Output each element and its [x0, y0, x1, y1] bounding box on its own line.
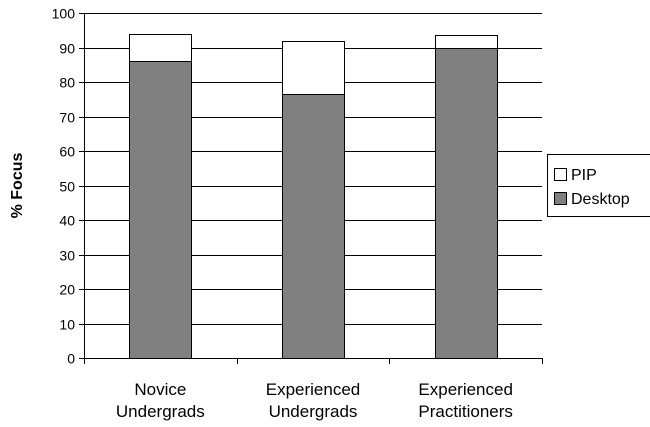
legend-label-desktop: Desktop — [571, 191, 630, 208]
x-category-label: Experienced Undergrads — [266, 380, 361, 421]
y-tick-label: 10 — [59, 317, 75, 333]
legend-swatch-desktop — [554, 192, 567, 205]
bars — [129, 34, 498, 359]
bar-desktop — [129, 61, 192, 359]
bar-desktop — [435, 48, 498, 359]
y-tick-label: 70 — [59, 110, 75, 126]
bar-desktop — [282, 94, 345, 359]
bar-pip — [435, 35, 498, 49]
x-category-label: Novice Undergrads — [116, 380, 205, 421]
y-tick-label: 60 — [59, 144, 75, 160]
y-tick-label: 90 — [59, 41, 75, 57]
y-tick-label: 80 — [59, 75, 75, 91]
y-tick-label: 20 — [59, 282, 75, 298]
x-category-labels: Novice Undergrads Experienced Undergrads Exp… — [116, 380, 513, 421]
legend-swatch-pip — [554, 168, 567, 181]
y-tick-label: 30 — [59, 248, 75, 264]
legend-box — [547, 154, 650, 217]
bar-pip — [282, 41, 345, 95]
legend: PIP Desktop — [547, 154, 650, 217]
y-tick-label: 0 — [67, 351, 75, 367]
x-category-label: Experienced Practitioners — [418, 380, 513, 421]
y-tick-label: 100 — [52, 6, 76, 22]
legend-label-pip: PIP — [571, 167, 597, 184]
y-axis-title: % Focus — [9, 153, 26, 219]
bar-pip — [129, 34, 192, 62]
y-tick-label: 50 — [59, 179, 75, 195]
y-tick-label: 40 — [59, 213, 75, 229]
y-ticks: 0 10 20 30 40 50 60 70 80 90 100 — [52, 6, 543, 367]
axes — [84, 13, 542, 359]
